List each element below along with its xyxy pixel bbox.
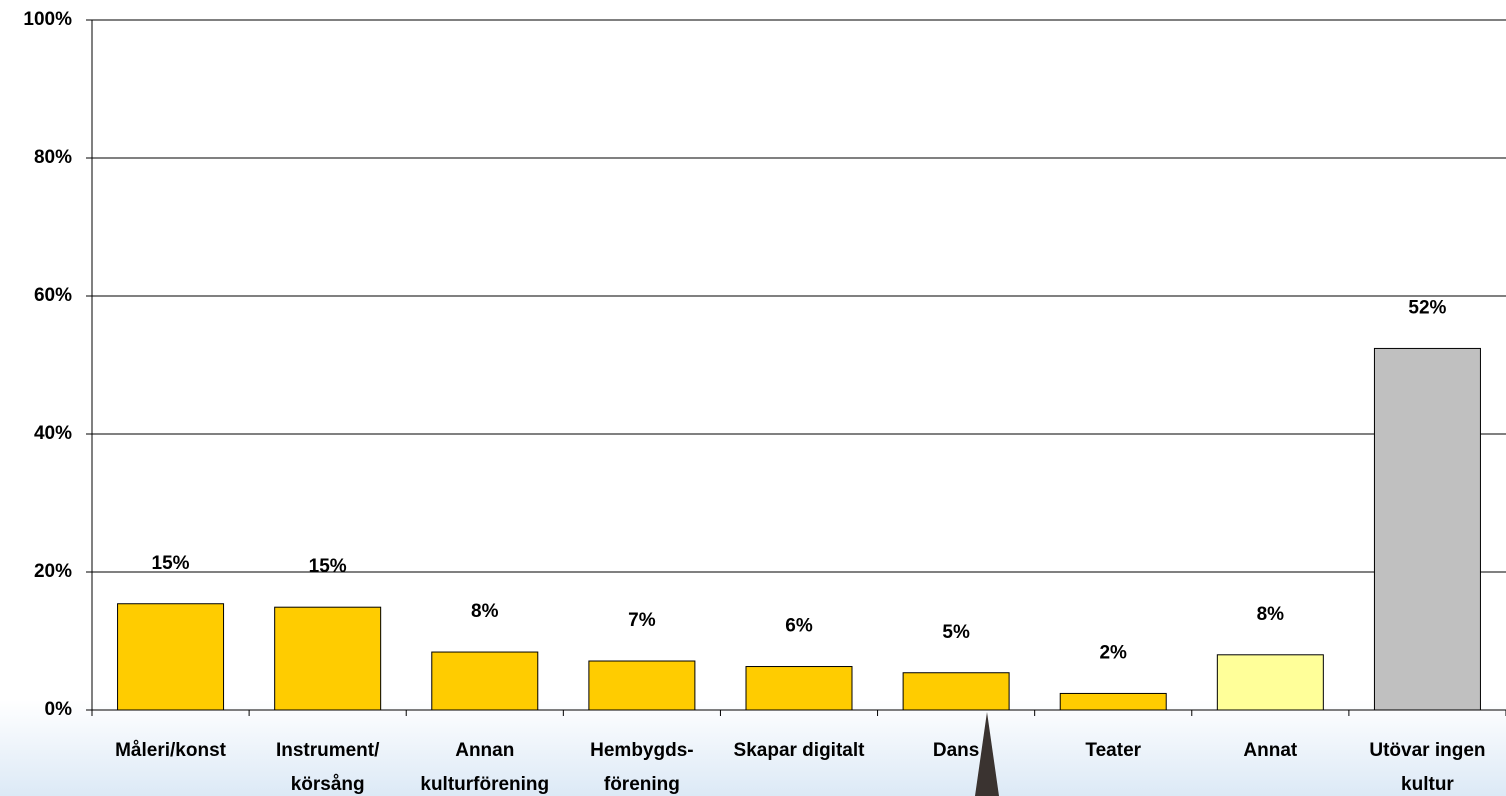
bar — [1373, 347, 1481, 711]
value-label: 8% — [471, 601, 499, 622]
x-tick-label: Utövar ingen kultur — [1369, 740, 1485, 795]
x-tick-label: Dans — [933, 740, 979, 761]
x-tick-label: Instrument/körsång — [276, 740, 380, 795]
bar — [1216, 654, 1324, 711]
y-tick-label: 60% — [34, 285, 72, 306]
bar — [745, 666, 853, 711]
x-tick-label: Hembygds-förening — [590, 740, 693, 795]
bar — [1059, 692, 1167, 711]
value-label: 52% — [1408, 297, 1446, 318]
value-label: 6% — [785, 616, 813, 637]
x-tick-label: Annan kulturförening — [420, 740, 549, 795]
x-tick-label: Måleri/konst — [115, 740, 227, 761]
value-label: 5% — [942, 622, 970, 643]
y-tick-label: 20% — [34, 561, 72, 582]
value-label: 7% — [628, 610, 656, 631]
background — [0, 700, 1506, 796]
x-tick-label: Teater — [1085, 740, 1141, 761]
y-tick-label: 100% — [23, 9, 72, 30]
bar — [431, 651, 539, 711]
x-tick-label: Annat — [1243, 740, 1298, 761]
bar — [117, 603, 225, 711]
y-tick-label: 40% — [34, 423, 72, 444]
value-label: 15% — [309, 556, 347, 577]
bar — [902, 672, 1010, 711]
background-spire — [975, 712, 999, 796]
value-label: 2% — [1099, 642, 1127, 663]
value-label: 15% — [152, 553, 190, 574]
y-tick-label: 80% — [34, 147, 72, 168]
bar — [274, 606, 382, 711]
bar — [588, 660, 696, 711]
x-tick-label: Skapar digitalt — [734, 740, 866, 761]
value-label: 8% — [1257, 604, 1285, 625]
y-tick-label: 0% — [45, 699, 73, 720]
